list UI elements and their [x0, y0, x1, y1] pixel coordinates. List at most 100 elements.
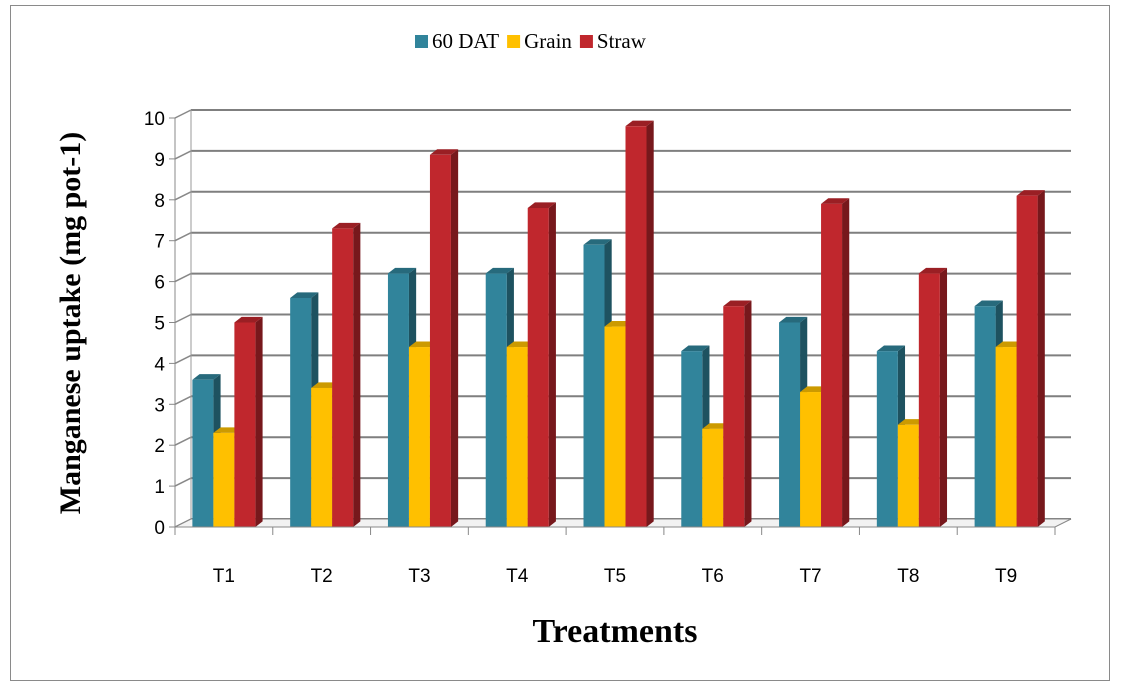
bar-side [548, 202, 556, 527]
bar-front [625, 126, 647, 528]
bar-straw-t6 [723, 300, 752, 527]
gridline-depth [174, 150, 192, 160]
legend: 60 DAT Grain Straw [415, 29, 647, 53]
gridline-depth [174, 395, 192, 405]
legend-label: 60 DAT [432, 29, 499, 53]
gridline-depth [174, 272, 192, 283]
legend-swatch [579, 35, 593, 48]
bar-side [353, 222, 361, 527]
gridline-depth [174, 477, 192, 487]
bar-front [311, 387, 333, 527]
bar-side [744, 300, 752, 527]
bar-straw-t7 [821, 198, 850, 528]
bar-front [918, 273, 940, 527]
x-tick-label: T7 [799, 566, 821, 587]
bar-front [429, 154, 451, 527]
bar-straw-t1 [234, 316, 263, 527]
legend-swatch [415, 35, 428, 48]
bar-straw-t8 [918, 267, 948, 527]
bar-side [842, 198, 850, 528]
bar-top [192, 374, 221, 380]
bar-front [995, 347, 1017, 527]
y-tick-label: 4 [154, 354, 165, 375]
y-axis-title: Manganese uptake (mg pot-1) [54, 132, 87, 515]
bar-top [625, 120, 654, 127]
axes: 0 1 2 3 4 5 6 7 8 9 10 T1 T2 T3 T4 T5 T6 T7 T8 T9 [144, 109, 1056, 587]
bar-front [723, 306, 745, 527]
bar-top [583, 239, 612, 245]
bar-top [1016, 190, 1045, 196]
bar-side [939, 267, 948, 527]
y-tick-label: 3 [154, 395, 165, 416]
y-tick-label: 9 [154, 150, 165, 171]
gridline-depth [174, 436, 192, 446]
bar-front [387, 273, 409, 527]
bar-front [290, 297, 312, 527]
bar-side [1037, 190, 1045, 528]
bar-top [429, 149, 459, 155]
bar-straw-t3 [429, 149, 459, 527]
bar-front [604, 326, 626, 527]
bar-top [387, 267, 417, 274]
bar-top [681, 345, 710, 352]
x-tick-label: T5 [604, 566, 626, 587]
bar-front [234, 322, 256, 527]
bar-front [821, 203, 843, 527]
bar-top [723, 300, 752, 307]
bar-straw-t9 [1016, 190, 1045, 528]
gridline-depth [174, 191, 192, 201]
bar-side [450, 149, 459, 527]
bar-front [876, 351, 898, 527]
bar-front [583, 244, 605, 528]
bars [192, 120, 1045, 528]
bar-front [800, 392, 822, 527]
y-tick-label: 6 [154, 273, 165, 294]
gridline-depth [174, 354, 192, 365]
bar-side [255, 316, 263, 527]
bar-top [876, 345, 906, 352]
x-tick-label: T6 [702, 566, 724, 587]
bar-front [332, 228, 354, 527]
gridline-depth [174, 109, 192, 119]
bar-top [234, 316, 263, 323]
x-tick-label: T9 [995, 566, 1017, 587]
x-tick-label: T1 [213, 566, 235, 587]
bar-side [646, 120, 654, 527]
y-tick-label: 0 [154, 518, 165, 539]
bar-top [974, 300, 1003, 307]
y-tick-label: 2 [154, 436, 165, 457]
y-tick-label: 10 [144, 109, 165, 130]
bar-front [527, 207, 549, 528]
bar-top [485, 267, 514, 274]
gridline-depth [174, 232, 192, 242]
bar-straw-t4 [527, 202, 556, 528]
bar-front [779, 322, 801, 527]
y-tick-label: 5 [154, 314, 165, 335]
x-tick-label: T3 [408, 566, 430, 587]
y-tick-label: 1 [154, 477, 165, 498]
bar-top [821, 198, 850, 204]
legend-label: Straw [597, 29, 647, 53]
bar-top [918, 267, 948, 274]
bar-front [408, 347, 430, 527]
x-tick-label: T4 [506, 566, 529, 587]
legend-swatch [507, 35, 521, 48]
bar-front [485, 273, 507, 527]
x-axis-title: Treatments [533, 613, 698, 650]
x-tick-label: T8 [897, 566, 919, 587]
bar-front [506, 347, 528, 527]
bar-front [897, 424, 919, 527]
legend-label: Grain [524, 29, 572, 53]
bar-front [974, 306, 996, 527]
gridline-depth [174, 313, 192, 324]
bar-top [779, 316, 808, 323]
x-tick-label: T2 [311, 566, 333, 587]
y-tick-label: 7 [154, 232, 165, 253]
bar-front [213, 432, 235, 527]
y-tick-label: 8 [154, 191, 165, 212]
bar-front [192, 379, 214, 527]
bar-top [290, 292, 319, 298]
bar-top [332, 222, 361, 229]
bar-front [681, 351, 703, 527]
